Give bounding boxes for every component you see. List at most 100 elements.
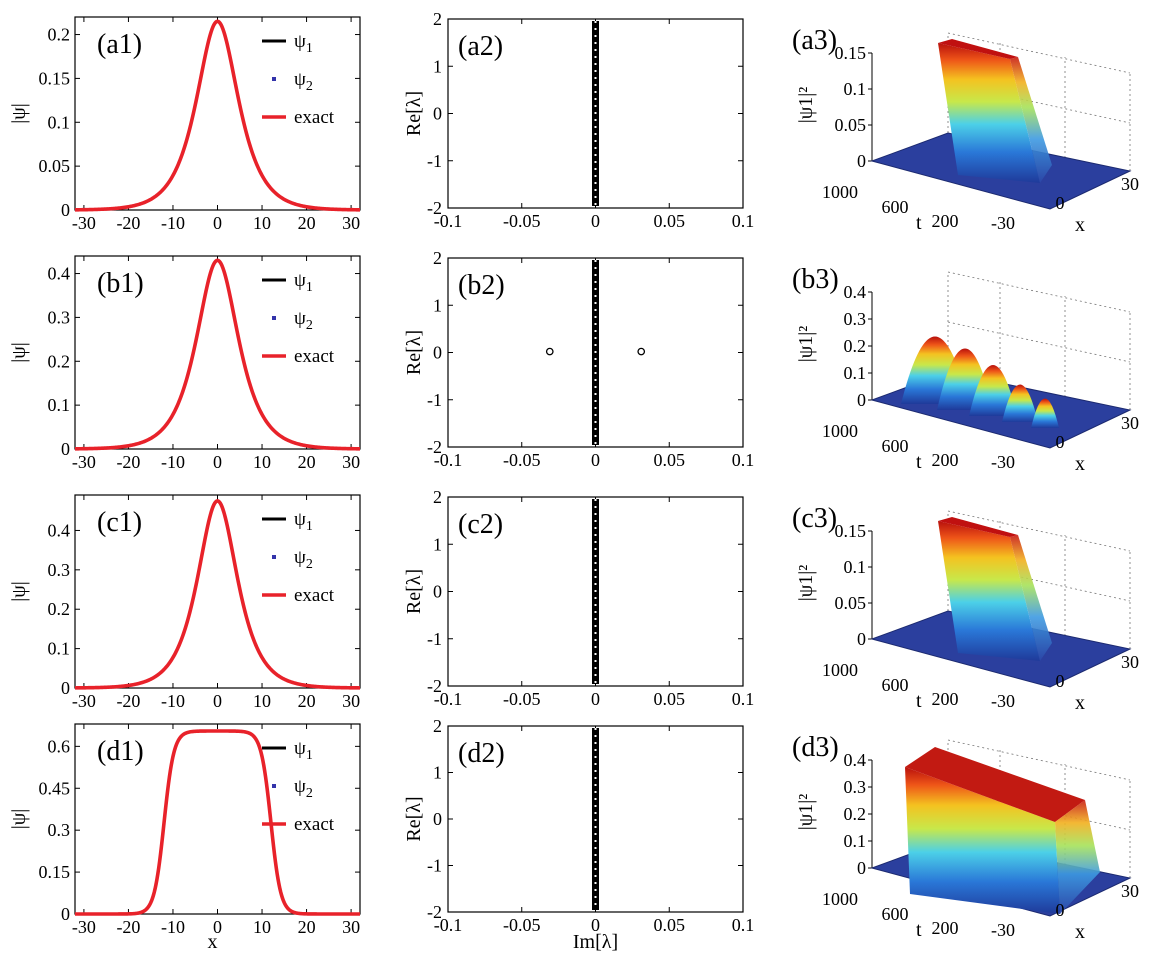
x-tick-label: -30 [72,213,96,233]
t-axis-label: t [916,919,922,941]
y-axis-label: |ψ| [8,103,30,124]
panel-label: (c3) [792,503,837,534]
legend-swatch-psi2 [272,77,276,81]
x-tick-label: 30 [342,917,360,937]
grid-line [947,739,1131,781]
grid-line [947,271,1131,313]
x-tick-label: -30 [991,691,1015,711]
z-tick-label: 0 [857,390,866,410]
z-tick-label: 0.4 [844,750,867,770]
surface-plateau-top [905,747,1085,822]
y-tick-label: 0.2 [48,351,71,371]
t-tick-label: 200 [932,689,959,709]
x-tick-label: 0.05 [654,915,686,935]
x-tick-label: -30 [991,920,1015,940]
x-tick-label: 20 [298,213,316,233]
z-tick-label: 0.05 [835,593,867,613]
profile-panel: -30 -20 -10 0 10 20 30 0 0.1 0.2 0.3 0.4 |ψ| (c1) ψ1 ψ2… [8,494,361,711]
y-tick-label: 0 [61,678,70,698]
surface-peak [1031,398,1059,428]
y-tick-label: 0 [433,343,442,363]
x-tick-label: 0.05 [654,450,686,470]
x-tick-label: 0.1 [732,915,755,935]
y-tick-label: 1 [433,56,442,76]
y-tick-label: 0 [61,200,70,220]
panel-label: (a3) [792,25,837,56]
x-tick-label: -10 [161,213,185,233]
legend: ψ1 ψ2 exact [262,738,335,835]
x-tick-label: 0.1 [732,689,755,709]
y-tick-label: -2 [427,198,442,218]
y-axis-label: |ψ| [8,809,30,830]
panel-label: (d3) [792,732,839,763]
x-tick-label: -20 [116,452,140,472]
t-axis-label: t [916,690,922,712]
t-tick-label: 1000 [822,660,858,680]
x-axis-label: x [208,931,218,953]
profile-panel: -30 -20 -10 0 10 20 30 0 0.1 0.2 0.3 0.4 |ψ| (b1) ψ1 ψ2… [8,255,361,472]
surface-panel: 0.4 0.3 0.2 0.1 0 |ψ1|² 1000 600 200 t -30 0 30 x (d3) [792,732,1139,943]
x-tick-label: 0 [213,452,222,472]
spectrum-panel: -0.1 -0.05 0 0.05 0.1 2 1 0 -1 -2 Re[λ] (c2) [403,487,754,709]
y-tick-label: -1 [427,390,442,410]
y-tick-label: 0.1 [48,112,71,132]
z-tick-label: 0.15 [835,521,867,541]
panel-label: (a1) [97,29,142,60]
x-tick-label: -0.1 [434,450,463,470]
z-axis-label: |ψ1|² [795,326,817,363]
y-tick-label: 2 [433,487,442,507]
y-tick-label: 0.3 [48,307,71,327]
exact-line [75,19,360,212]
legend-label-exact: exact [294,585,335,606]
x-tick-label: 10 [253,691,271,711]
panel-label: (c1) [97,507,142,538]
x-axis-label: x [1075,453,1085,475]
x-axis-label: Im[λ] [573,931,618,953]
z-tick-label: 0 [857,858,866,878]
x-tick-label: 30 [342,213,360,233]
z-tick-label: 0 [857,629,866,649]
y-tick-label: 0.45 [39,778,71,798]
x-tick-label: 10 [253,213,271,233]
surface-panel: 0.15 0.1 0.05 0 |ψ1|² 1000 600 200 t -30 0 30 x (c3) [792,503,1139,714]
y-axis-label: |ψ| [8,342,30,363]
surface-peak [969,365,1017,416]
x-tick-label: 0 [213,917,222,937]
x-tick-label: 0 [213,691,222,711]
z-tick-label: 0.15 [835,43,867,63]
x-tick-label: 0 [591,211,600,231]
t-axis-label: t [916,212,922,234]
x-tick-label: 0 [1056,900,1065,920]
legend-swatch-psi2 [272,316,276,320]
x-tick-label: 30 [342,452,360,472]
legend-swatch-psi2 [272,555,276,559]
y-tick-label: -2 [427,437,442,457]
x-tick-label: 30 [1121,881,1139,901]
y-tick-label: 2 [433,248,442,268]
x-tick-label: -10 [161,917,185,937]
x-tick-label: -0.05 [503,915,541,935]
surface-panel: 0.4 0.3 0.2 0.1 0 |ψ1|² 1000 600 200 t -30 0 30 x (b3) [792,264,1139,475]
surface-ridge-front [938,43,1040,183]
x-tick-label: -30 [991,452,1015,472]
y-tick-label: 2 [433,9,442,29]
y-tick-label: 0.3 [48,820,71,840]
surface-ridge-front [938,521,1040,661]
x-tick-label: 30 [1121,174,1139,194]
z-tick-label: 0.05 [835,115,867,135]
legend-label-exact: exact [294,107,335,128]
y-tick-label: 0.3 [48,560,71,580]
y-tick-label: -2 [427,676,442,696]
x-tick-label: 30 [1121,413,1139,433]
x-tick-label: 0.1 [732,450,755,470]
x-tick-label: 0 [591,450,600,470]
x-tick-label: -0.05 [503,689,541,709]
z-tick-label: 0.3 [844,777,867,797]
y-tick-label: 0.15 [39,68,71,88]
t-axis-label: t [916,451,922,473]
x-axis-label: x [1075,214,1085,236]
